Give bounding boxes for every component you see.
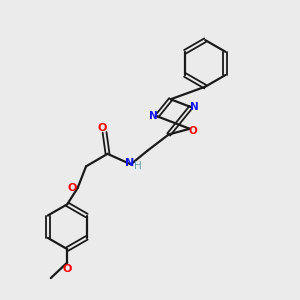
Text: O: O: [98, 123, 107, 133]
Text: N: N: [125, 158, 134, 168]
Text: O: O: [68, 184, 77, 194]
Text: H: H: [134, 161, 141, 171]
Text: N: N: [148, 111, 158, 121]
Text: N: N: [190, 102, 199, 112]
Text: O: O: [62, 263, 72, 274]
Text: O: O: [189, 126, 198, 136]
